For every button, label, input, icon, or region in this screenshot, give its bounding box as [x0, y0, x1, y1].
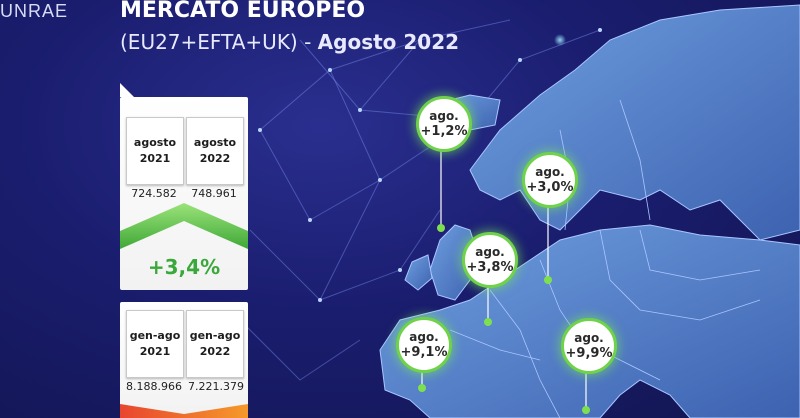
value-jan-aug-2022: 7.221.379	[188, 380, 244, 393]
card-label-line2: 2022	[199, 345, 231, 358]
card-jan-aug-2021: gen-ago 2021	[126, 310, 184, 378]
bubble-scandinavia: ago. +3,0%	[522, 152, 578, 208]
bubble-western-europe: ago. +9,1%	[396, 317, 452, 373]
value-jan-aug-2021: 8.188.966	[126, 380, 182, 393]
map-land-ireland	[404, 254, 433, 291]
bubble-change: +9,9%	[565, 346, 613, 361]
page-title: MERCATO EUROPEO	[120, 0, 366, 23]
bubble-period: ago.	[429, 109, 459, 123]
red-down-arrow-icon	[120, 404, 248, 418]
bubble-period: ago.	[574, 331, 604, 345]
bubble-change: +3,0%	[526, 180, 574, 195]
subtitle-period: Agosto 2022	[317, 30, 460, 54]
monthly-change: +3,4%	[147, 255, 221, 279]
bubble-period: ago.	[409, 330, 439, 344]
card-august-2022: agosto 2022	[186, 117, 244, 185]
subtitle-separator: -	[297, 30, 318, 54]
subtitle-region: (EU27+EFTA+UK)	[120, 30, 298, 54]
card-label-line1: gen-ago	[189, 329, 241, 342]
card-label-line2: 2021	[139, 345, 171, 358]
unrae-logo: UNRAE	[0, 1, 69, 21]
card-label-line1: agosto	[133, 136, 177, 149]
bubble-period: ago.	[535, 165, 565, 179]
bubble-change: +9,1%	[400, 345, 448, 360]
card-august-2021: agosto 2021	[126, 117, 184, 185]
card-label-line1: agosto	[193, 136, 237, 149]
green-up-arrow-icon	[120, 203, 248, 249]
value-august-2021: 724.582	[131, 187, 177, 200]
map-pin-dots	[418, 224, 590, 414]
bubble-change: +3,8%	[466, 260, 514, 275]
panel-tick	[120, 83, 134, 97]
bubble-iceland: ago. +1,2%	[416, 96, 472, 152]
ytd-panel: gen-ago 2021 gen-ago 2022 8.188.966 7.22…	[120, 302, 248, 418]
map-land-north	[469, 4, 800, 241]
bubble-period: ago.	[475, 245, 505, 259]
map-pins	[421, 148, 587, 410]
card-label-line2: 2022	[199, 152, 231, 165]
bubble-eastern-europe: ago. +9,9%	[561, 318, 617, 374]
card-label-line2: 2021	[139, 152, 171, 165]
bubble-change: +1,2%	[420, 124, 468, 139]
bubble-central-europe: ago. +3,8%	[462, 232, 518, 288]
card-label-line1: gen-ago	[129, 329, 181, 342]
card-jan-aug-2022: gen-ago 2022	[186, 310, 244, 378]
page-subtitle: (EU27+EFTA+UK) - Agosto 2022	[120, 30, 459, 54]
value-august-2022: 748.961	[191, 187, 237, 200]
monthly-panel: agosto 2021 agosto 2022 724.582 748.961 …	[120, 83, 248, 290]
